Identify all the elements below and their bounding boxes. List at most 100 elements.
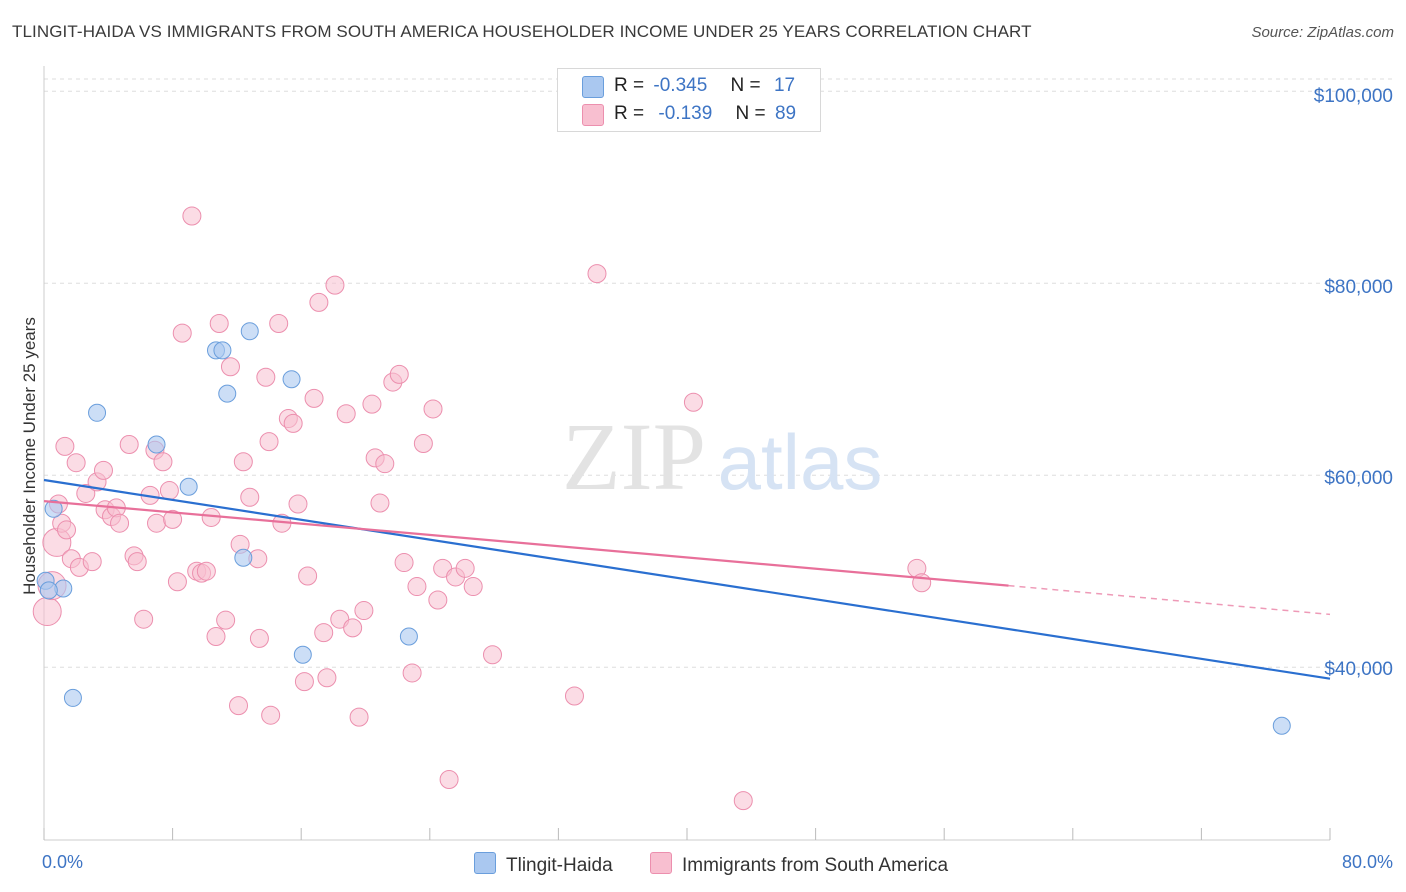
x-tick-label-max: 80.0% — [1341, 852, 1393, 872]
immigrants-point — [402, 663, 422, 683]
immigrants-point — [298, 566, 318, 586]
immigrants-point — [172, 323, 192, 343]
immigrants-point — [336, 404, 356, 424]
tlingit-point — [1272, 716, 1291, 735]
source-label: Source: ZipAtlas.com — [1251, 24, 1394, 41]
watermark: ZIP atlas — [562, 403, 882, 510]
immigrants-point — [314, 623, 334, 643]
immigrants-point — [423, 399, 443, 419]
immigrants-trend-extension — [1008, 584, 1331, 616]
tlingit-point — [63, 688, 82, 707]
immigrants-point — [93, 460, 113, 480]
series-tlingit-points — [36, 322, 1291, 735]
immigrants-point — [683, 392, 703, 412]
immigrants-point — [55, 436, 75, 456]
y-tick-label: $100,000 — [1313, 86, 1393, 107]
n-value: 17 — [773, 75, 796, 96]
immigrants-point — [147, 513, 167, 533]
immigrants-point — [32, 597, 62, 627]
chart-title: TLINGIT-HAIDA VS IMMIGRANTS FROM SOUTH A… — [12, 22, 1032, 41]
immigrants-point — [354, 601, 374, 621]
immigrants-point — [317, 668, 337, 688]
stats-swatch-pink — [582, 104, 604, 126]
tlingit-point — [39, 581, 58, 600]
x-tick-label-min: 0.0% — [42, 852, 84, 872]
tlingit-point — [240, 322, 259, 341]
immigrants-point — [407, 577, 427, 597]
tlingit-point — [293, 645, 312, 664]
immigrants-point — [57, 520, 77, 540]
tlingit-point — [282, 370, 301, 389]
immigrants-point — [76, 483, 96, 503]
y-axis-label: Householder Income Under 25 years — [20, 317, 39, 595]
immigrants-point — [439, 770, 459, 790]
grid-lines — [44, 78, 1392, 668]
tlingit-trend-line — [43, 478, 1331, 680]
tlingit-point — [179, 477, 198, 496]
n-value: 89 — [774, 103, 797, 124]
immigrants-point — [394, 553, 414, 573]
y-tick-label: $80,000 — [1324, 277, 1393, 298]
immigrants-point — [413, 434, 433, 454]
immigrants-point — [163, 509, 183, 529]
r-label: R = — [614, 103, 645, 124]
immigrants-point — [196, 561, 216, 581]
immigrants-point — [288, 494, 308, 514]
y-tick-label: $40,000 — [1324, 659, 1393, 680]
watermark-atlas: atlas — [718, 418, 883, 506]
immigrants-point — [256, 367, 276, 387]
immigrants-point — [259, 432, 279, 452]
immigrants-point — [362, 394, 382, 414]
immigrants-point — [134, 609, 154, 629]
immigrants-point — [233, 452, 253, 472]
immigrants-point — [261, 705, 281, 725]
immigrants-point — [455, 558, 475, 578]
immigrants-point — [375, 454, 395, 474]
tlingit-point — [88, 403, 107, 422]
immigrants-point — [587, 264, 607, 284]
trend-lines — [43, 478, 1331, 680]
legend-swatch-pink — [650, 852, 672, 874]
y-tick-label: $60,000 — [1324, 468, 1393, 489]
legend-swatch-blue — [474, 852, 496, 874]
stats-box: R = -0.345 N = 17 R = -0.139 N = 89 — [557, 68, 821, 132]
stats-row-tlingit: R = -0.345 N = 17 — [614, 73, 795, 99]
legend-label: Immigrants from South America — [682, 855, 949, 876]
immigrants-point — [216, 610, 236, 630]
r-value: -0.345 — [653, 75, 708, 96]
immigrants-point — [304, 388, 324, 408]
immigrants-point — [564, 686, 584, 706]
immigrants-point — [229, 696, 249, 716]
tlingit-point — [218, 384, 237, 403]
n-label: N = — [735, 103, 766, 124]
immigrants-point — [127, 552, 147, 572]
immigrants-point — [482, 645, 502, 665]
series-immigrants-points — [32, 206, 932, 811]
watermark-zip: ZIP — [562, 403, 706, 510]
legend-item-tlingit: Tlingit-Haida — [474, 852, 613, 877]
immigrants-point — [370, 493, 390, 513]
immigrants-point — [167, 572, 187, 592]
immigrants-point — [153, 452, 173, 472]
tlingit-point — [147, 435, 166, 454]
immigrants-point — [349, 707, 369, 727]
immigrants-point — [463, 577, 483, 597]
immigrants-point — [309, 292, 329, 312]
axes — [43, 66, 1331, 841]
immigrants-point — [343, 618, 363, 638]
immigrants-point — [182, 206, 202, 226]
immigrants-point — [428, 590, 448, 610]
immigrants-point — [269, 314, 289, 334]
stats-swatch-blue — [582, 76, 604, 98]
n-label: N = — [730, 75, 761, 96]
immigrants-point — [240, 487, 260, 507]
immigrants-point — [209, 314, 229, 334]
immigrants-point — [206, 626, 226, 646]
immigrants-point — [159, 481, 179, 501]
tlingit-point — [399, 627, 418, 646]
immigrants-trend-line — [43, 500, 1009, 587]
immigrants-point — [294, 672, 314, 692]
tlingit-point — [213, 341, 232, 360]
legend-item-immigrants: Immigrants from South America — [650, 852, 948, 877]
